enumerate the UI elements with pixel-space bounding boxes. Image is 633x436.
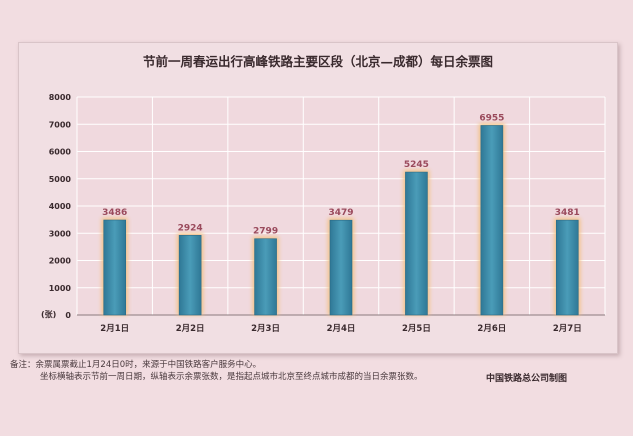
bar-layer <box>101 123 581 316</box>
label-layer: 0 1000 2000 3000 4000 5000 6000 7000 8000 (张) 3486… <box>41 93 582 334</box>
x-tick-label: 2月4日 <box>327 324 356 334</box>
bar <box>254 238 277 316</box>
bar-value-label: 3486 <box>102 208 127 218</box>
y-tick-label: 4000 <box>49 202 72 211</box>
note-prefix: 备注： <box>10 360 36 370</box>
bar <box>555 219 579 316</box>
bar <box>405 171 428 316</box>
bar <box>480 125 504 316</box>
bar <box>103 219 127 316</box>
note-text-1: 余票属票截止1月24日0时，来源于中国铁路客户服务中心。 <box>35 360 262 370</box>
x-tick-label: 2月2日 <box>176 324 205 334</box>
bar-value-label: 2924 <box>178 223 203 233</box>
bar <box>329 219 353 316</box>
y-tick-label: 3000 <box>49 229 72 238</box>
x-tick-label: 2月7日 <box>553 324 582 334</box>
y-tick-label: 1000 <box>49 284 72 293</box>
bar-value-label: 2799 <box>253 227 278 237</box>
x-tick-label: 2月1日 <box>100 324 129 334</box>
chart-frame: 节前一周春运出行高峰铁路主要区段（北京—成都）每日余票图 0 1000 2000 30… <box>18 42 618 354</box>
y-axis-label: (张) <box>41 310 56 319</box>
bar-value-label: 5245 <box>404 160 429 170</box>
chart-title: 节前一周春运出行高峰铁路主要区段（北京—成都）每日余票图 <box>142 54 493 69</box>
y-tick-label: 5000 <box>49 175 72 184</box>
note-line-2: 坐标横轴表示节前一周日期，纵轴表示余票张数，是指起点城市北京至终点城市成都的当日… <box>40 372 423 382</box>
chart-credit: 中国铁路总公司制图 <box>486 374 568 384</box>
bar-chart: 0 1000 2000 3000 4000 5000 6000 7000 8000 (张) 3486… <box>41 93 606 334</box>
y-tick-label: 6000 <box>49 148 72 157</box>
x-tick-label: 2月5日 <box>402 324 431 334</box>
x-tick-label: 2月6日 <box>477 324 506 334</box>
x-tick-label: 2月3日 <box>251 324 280 334</box>
bar-value-label: 3481 <box>555 208 580 218</box>
y-tick-label: 8000 <box>49 93 72 102</box>
bar-value-label: 3479 <box>328 208 353 218</box>
bar <box>178 235 202 316</box>
note-line-1: 备注：余票属票截止1月24日0时，来源于中国铁路客户服务中心。 <box>10 358 261 370</box>
bar-value-label: 6955 <box>479 113 504 123</box>
grid-layer <box>76 96 606 316</box>
y-tick-label: 2000 <box>49 257 72 266</box>
y-tick-label: 0 <box>65 311 71 320</box>
y-tick-label: 7000 <box>49 120 72 129</box>
